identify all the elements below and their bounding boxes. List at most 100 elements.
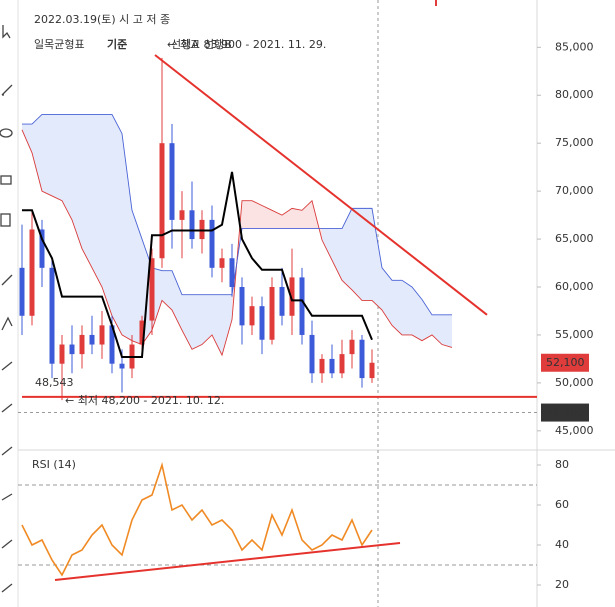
rsi-line xyxy=(21,462,373,577)
y-tick-label: 70,000 xyxy=(555,184,594,197)
cloud xyxy=(202,294,212,345)
cloud xyxy=(402,280,412,335)
y-tick-label: 20 xyxy=(555,578,569,591)
candle-body xyxy=(139,320,145,345)
candle-body xyxy=(249,306,255,326)
candle-body xyxy=(119,363,125,369)
trendline xyxy=(154,54,488,316)
cloud xyxy=(372,208,382,311)
y-tick-label: 80 xyxy=(555,458,569,471)
cloud xyxy=(192,294,202,350)
candle-body xyxy=(29,229,35,316)
candle-body xyxy=(99,325,105,345)
eye-icon[interactable] xyxy=(0,128,13,138)
candle-body xyxy=(189,210,195,240)
candle-body xyxy=(229,258,235,288)
candle-body xyxy=(219,258,225,268)
baseline xyxy=(22,171,373,358)
y-tick-label: 85,000 xyxy=(555,40,594,53)
cloud xyxy=(172,270,182,331)
candle-body xyxy=(309,334,315,374)
cloud xyxy=(252,200,262,229)
cloud xyxy=(72,114,82,249)
header: 2022.03.19(토) 시 고 저 종 xyxy=(34,13,170,26)
y-tick-label: 55,000 xyxy=(555,328,594,341)
tool-icon[interactable] xyxy=(1,446,13,456)
tool-icon[interactable] xyxy=(1,539,13,549)
line-tool-icon[interactable] xyxy=(1,84,13,96)
cloud xyxy=(212,294,222,356)
cloud xyxy=(42,114,52,196)
candle-body xyxy=(59,344,65,364)
lock-icon[interactable] xyxy=(0,175,12,185)
y-tick-label: 65,000 xyxy=(555,232,594,245)
candle-body xyxy=(19,267,25,316)
tool-icon[interactable] xyxy=(1,361,13,371)
candle-body xyxy=(329,358,335,374)
low-label: ← 최저 48,200 - 2021. 10. 12. xyxy=(65,394,224,407)
cloud xyxy=(392,280,402,335)
candle-body xyxy=(269,287,275,340)
cloud xyxy=(132,210,142,345)
cloud xyxy=(412,287,422,341)
high-label: ← 최고 83,900 - 2021. 11. 29. xyxy=(167,38,326,51)
support-label: 48,543 xyxy=(35,376,74,389)
candle-body xyxy=(149,258,155,321)
tool-icon[interactable] xyxy=(1,274,13,286)
indicator-name: 일목균형표 xyxy=(34,37,85,51)
cursor-icon[interactable] xyxy=(2,25,11,39)
tool-icon[interactable] xyxy=(1,403,13,413)
candle-body xyxy=(169,143,175,220)
crosshair-price: 46,905 xyxy=(546,406,585,419)
y-tick-label: 40 xyxy=(555,538,569,551)
cloud xyxy=(322,228,332,261)
candle-body xyxy=(49,267,55,364)
y-tick-label: 60 xyxy=(555,498,569,511)
tool-icon[interactable] xyxy=(1,316,13,331)
cloud xyxy=(342,208,352,290)
last-price-box xyxy=(541,353,589,372)
cloud xyxy=(262,205,272,229)
candle-body xyxy=(369,362,375,379)
candle-body xyxy=(239,287,245,326)
crosshair-price-box xyxy=(541,403,589,422)
toolbar xyxy=(0,25,13,593)
cloud xyxy=(292,208,302,229)
cloud xyxy=(112,114,122,335)
cloud xyxy=(82,114,92,268)
candle-body xyxy=(349,339,355,355)
cloud xyxy=(122,133,132,341)
candle-body xyxy=(39,229,45,268)
last-price: 52,100 xyxy=(546,356,585,369)
cloud xyxy=(162,270,172,311)
legend-span-b: 선행B xyxy=(204,38,232,51)
tool-icon[interactable] xyxy=(1,583,13,593)
cloud xyxy=(92,114,102,288)
y-tick-label: 80,000 xyxy=(555,88,594,101)
candle-body xyxy=(359,339,365,379)
candle-body xyxy=(209,219,215,268)
cloud xyxy=(242,200,252,229)
tool-icon[interactable] xyxy=(1,493,13,501)
cloud xyxy=(32,114,42,192)
candle-body xyxy=(319,358,325,374)
trash-icon[interactable] xyxy=(0,213,11,227)
cloud xyxy=(62,114,72,220)
candle-body xyxy=(69,344,75,355)
cloud xyxy=(272,210,282,229)
y-tick-label: 50,000 xyxy=(555,376,594,389)
candle-body xyxy=(289,277,295,316)
legend-baseline: 기준 xyxy=(107,37,127,51)
y-tick-label: 45,000 xyxy=(555,424,594,437)
cloud xyxy=(182,294,192,350)
cloud xyxy=(102,114,112,316)
candle-body xyxy=(279,287,285,316)
rsi-title: RSI (14) xyxy=(32,458,76,471)
candle-body xyxy=(79,334,85,355)
cloud xyxy=(382,267,392,326)
cloud xyxy=(442,314,452,348)
cloud xyxy=(332,228,342,281)
